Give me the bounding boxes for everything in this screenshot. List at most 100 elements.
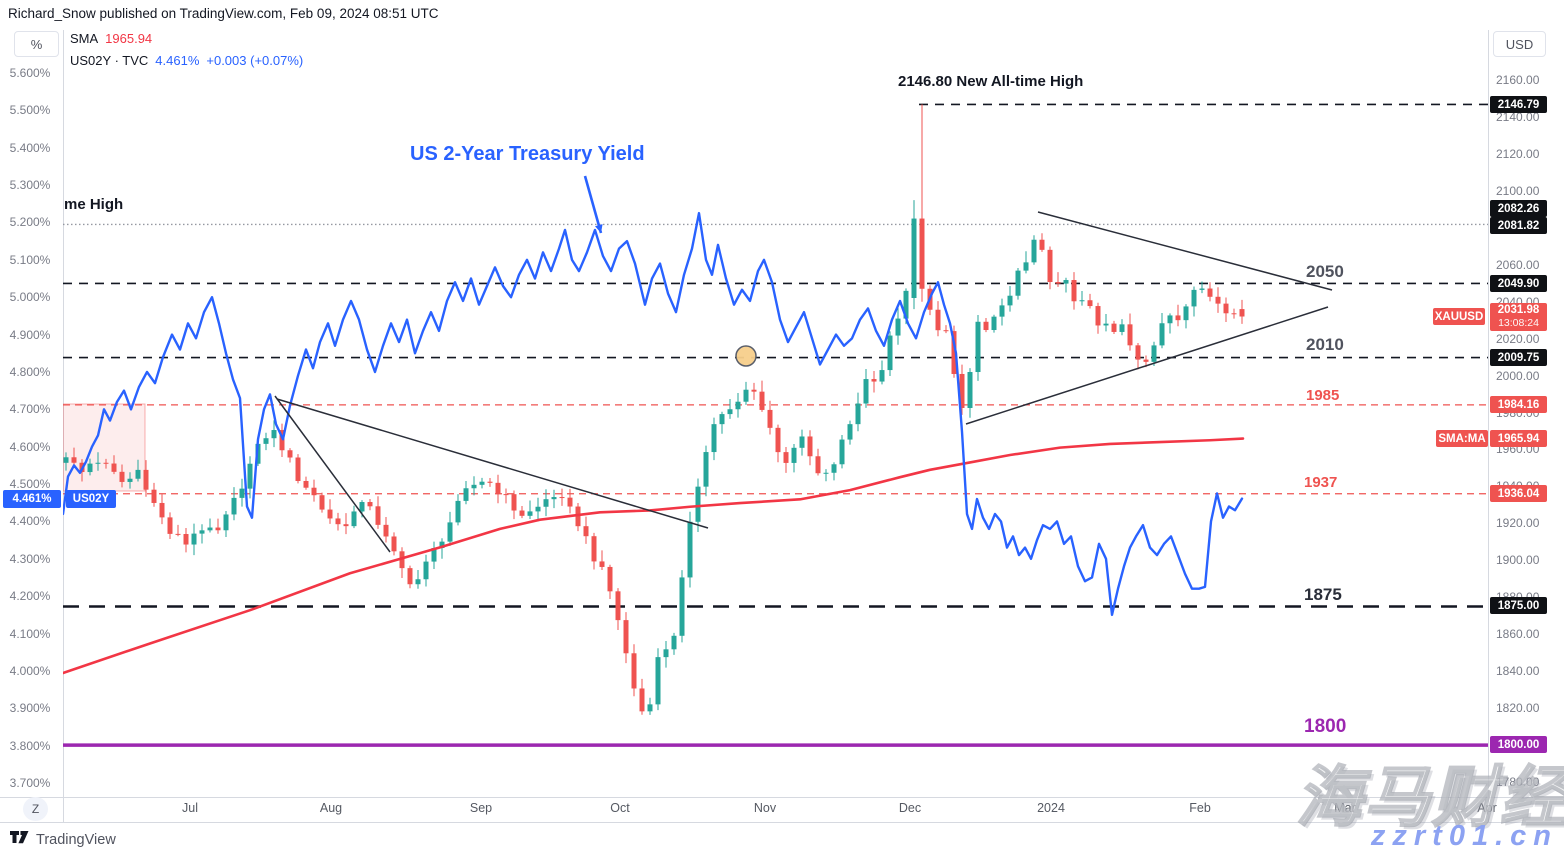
candle-body [1007,295,1013,306]
legend-symbol-row[interactable]: US02Y · TVC 4.461% +0.003 (+0.07%) [70,50,303,72]
candle-body [1095,306,1101,326]
us02y-symbol-badge: US02Y [66,489,116,508]
right-scale-unit-button[interactable]: USD [1493,31,1546,57]
candle-body [215,527,221,531]
chart-text-annotation[interactable]: 2010 [1306,335,1344,354]
left-axis-tick: 5.500% [9,103,51,118]
candle-body [599,561,605,567]
candle-body [263,438,269,444]
candle-body [1167,315,1173,324]
time-axis-label: Oct [610,801,630,815]
chart-text-annotation[interactable]: 2146.80 New All-time High [898,73,1084,90]
chart-text-annotation[interactable]: 2050 [1306,262,1344,281]
symbol-value: 4.461% [155,53,200,68]
candle-body [87,463,93,473]
left-axis-tick: 3.900% [9,701,51,716]
candle-body [407,568,413,585]
candle-body [815,456,821,474]
candle-body [783,452,789,463]
left-axis-tick: 5.200% [9,215,51,230]
candle-body [703,452,709,487]
candle-body [287,450,293,458]
symbol-change: +0.003 (+0.07%) [206,53,304,68]
trendline [276,398,709,529]
candle-body [775,427,781,453]
candle-body [1031,239,1037,263]
candle-body [335,518,341,525]
candle-body [959,373,965,408]
candle-body [239,488,245,498]
candle-body [1127,324,1133,346]
candle-body [727,409,733,415]
price-level-badge: 1936.04 [1490,485,1547,502]
legend-sma-row[interactable]: SMA 1965.94 [70,28,303,50]
chart-text-annotation[interactable]: US 2-Year Treasury Yield [410,143,645,165]
candle-body [647,704,653,712]
timezone-button[interactable]: Z [23,797,48,821]
candle-body [535,506,541,512]
right-axis-tick: 1820.00 [1496,701,1540,716]
candle-body [383,524,389,537]
candle-body [679,577,685,636]
candle-body [351,511,357,527]
candle-body [1111,323,1117,332]
candle-body [495,482,501,495]
candle-body [111,463,117,472]
candle-body [591,536,597,562]
candle-body [807,436,813,457]
left-axis-tick: 5.100% [9,252,51,267]
candle-body [375,506,381,525]
left-axis-tick: 5.300% [9,178,51,193]
right-axis-tick: 2120.00 [1496,146,1540,161]
candle-body [967,372,973,408]
chart-text-annotation[interactable]: 1937 [1304,474,1338,491]
left-axis-border [63,30,64,822]
tradingview-brand[interactable]: TradingView [10,831,116,848]
candle-body [1039,239,1045,250]
right-axis-tick: 1840.00 [1496,664,1540,679]
time-axis-label: Sep [469,801,493,815]
candle-body [527,511,533,516]
candle-body [143,469,149,490]
candle-body [391,536,397,552]
price-chart-canvas[interactable] [63,30,1488,797]
right-axis-tick: 1780.00 [1496,775,1540,789]
candle-body [71,457,77,463]
chart-text-annotation[interactable]: 1985 [1306,387,1340,404]
candle-body [879,370,885,382]
candle-body [1023,262,1029,271]
left-axis-tick: 5.400% [9,140,51,155]
time-axis-label: Mar [1334,801,1356,815]
candle-body [615,591,621,621]
chart-text-annotation[interactable]: 1800 [1304,716,1347,737]
series-name-badge: SMA:MA [1436,430,1488,447]
candle-body [327,509,333,519]
plot-bottom-border [0,797,1564,798]
chart-text-annotation[interactable]: me High [64,196,124,213]
left-scale-unit-button[interactable]: % [14,31,59,57]
trendline [965,306,1329,425]
candle-body [463,488,469,501]
price-level-badge: 2009.75 [1490,349,1547,366]
candle-body [623,620,629,654]
candle-body [575,506,581,527]
chart-text-annotation[interactable]: 1875 [1304,585,1342,604]
candle-body [1191,289,1197,307]
candle-body [343,524,349,527]
candle-body [399,551,405,569]
left-axis-tick: 4.100% [9,626,51,641]
candle-body [311,487,317,496]
candle-body [231,497,237,515]
tradingview-brand-text: TradingView [36,831,116,848]
candle-body [551,497,557,500]
candle-body [1239,309,1245,317]
candle-body [1071,280,1077,302]
left-axis-tick: 4.500% [9,477,51,492]
candle-body [911,218,917,298]
watermark-url-text: zzrt01.cn [1370,820,1558,852]
candle-body [1207,288,1213,297]
left-axis-tick: 4.700% [9,402,51,417]
candle-body [607,566,613,592]
candle-body [503,494,509,496]
